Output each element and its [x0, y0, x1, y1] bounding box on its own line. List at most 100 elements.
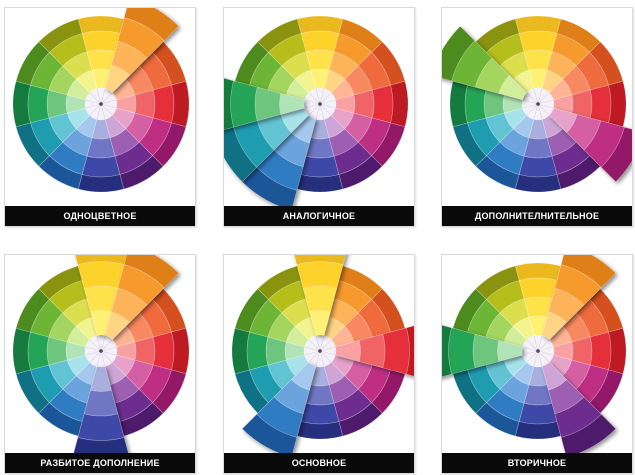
center-spoke [526, 92, 539, 105]
hue-sector-yellow-orange-highlighted [104, 8, 180, 94]
center-spoke [319, 350, 332, 363]
wheel-segment [499, 298, 530, 327]
wheel-segment [246, 331, 269, 371]
center-spoke [537, 92, 550, 105]
wheel-segment [104, 64, 131, 94]
hue-sector-blue-highlighted [241, 114, 317, 208]
wheel-pivot [318, 102, 322, 106]
wheel-segment [265, 336, 287, 366]
wheel-segment [499, 51, 530, 80]
wheel-segment [548, 107, 578, 134]
wheel-segment [514, 15, 562, 34]
wheel-segment [279, 93, 305, 115]
hue-sector-cyan [15, 354, 91, 414]
center-spoke [533, 103, 539, 120]
wheel-segment [475, 18, 520, 53]
wheel-segment [48, 33, 88, 67]
wheel-segment [390, 80, 409, 128]
center-spoke [100, 92, 113, 105]
wheel-segment [296, 15, 344, 34]
wheel-segment [171, 327, 190, 375]
wheel-segment [77, 413, 125, 441]
center-spoke [100, 103, 106, 120]
color-wheel [231, 255, 414, 455]
wheel-segment [448, 327, 476, 375]
scheme-label: ВТОРИЧНОЕ [442, 453, 632, 473]
scheme-label: РАЗБИТОЕ ДОПОЛНЕНИЕ [5, 453, 195, 473]
wheel-segment [335, 340, 361, 362]
hue-sector-green [12, 80, 86, 128]
hue-sector-blue-violet [514, 119, 562, 193]
wheel-segment [77, 15, 125, 34]
hue-sector-green [12, 327, 86, 375]
center-spoke [308, 350, 321, 363]
center-spoke [89, 350, 102, 363]
wheel-segment [119, 402, 164, 437]
hue-sector-magenta-highlighted [548, 107, 632, 183]
wheel-segment [518, 30, 558, 53]
hue-sector-red-highlighted [335, 325, 414, 377]
hue-sector-red [335, 80, 409, 128]
wheel-segment [290, 361, 317, 391]
center-spoke [319, 103, 332, 116]
center-spoke [100, 335, 106, 352]
hue-sector-green-highlighted [224, 77, 305, 131]
center-spoke [537, 350, 543, 367]
center-spoke [308, 92, 321, 105]
wheel-segment [608, 327, 627, 375]
hue-sector-chartreuse [475, 265, 535, 341]
wheel-segment [452, 369, 487, 414]
wheel-segment [551, 33, 591, 67]
hue-sector-yellow-orange [541, 18, 601, 94]
wheel-segment [171, 80, 190, 128]
hue-sector-orange [111, 288, 187, 348]
wheel-segment [406, 325, 414, 377]
hue-sector-yellow-green [234, 41, 310, 101]
center-spoke [319, 92, 332, 105]
wheel-segment [518, 155, 558, 178]
center-spoke [89, 339, 102, 352]
center-spoke [100, 103, 113, 116]
wheel-segment [499, 128, 530, 157]
wheel-segment [358, 333, 386, 369]
scheme-label: АНАЛОГИЧНОЕ [224, 206, 414, 226]
center-spoke [100, 99, 117, 105]
wheel-segment [442, 25, 476, 82]
center-spoke [85, 350, 102, 356]
center-spoke [537, 99, 554, 105]
color-scheme-card: ОСНОВНОЕ [223, 254, 415, 474]
wheel-segment [560, 413, 617, 455]
wheel-segment [300, 155, 340, 178]
wheel-segment [74, 255, 128, 265]
wheel-segment [296, 174, 344, 193]
hue-sector-blue-highlighted [241, 361, 317, 455]
hue-sector-yellow-green [234, 288, 310, 348]
wheel-segment [485, 280, 525, 314]
center-spoke [537, 335, 543, 352]
wheel-segment [241, 166, 298, 208]
wheel-segment [600, 126, 632, 183]
center-spoke [319, 350, 325, 367]
hue-sector-red [116, 80, 190, 128]
wheel-segment [62, 298, 93, 327]
wheel-segment [281, 51, 312, 80]
wheel-segment [300, 402, 340, 425]
wheel-highlights [241, 255, 414, 455]
center-spoke [100, 346, 117, 352]
wheel-segment [300, 30, 340, 53]
wheel-segment [72, 437, 130, 455]
wheel-segment [296, 421, 344, 440]
center-spoke [522, 103, 539, 109]
wheel-segment [333, 280, 373, 314]
center-spoke [319, 335, 325, 352]
color-scheme-card: АНАЛОГИЧНОЕ [223, 7, 415, 227]
wheel-pivot [536, 349, 540, 353]
wheel-segment [293, 255, 347, 265]
scheme-label: ОСНОВНОЕ [224, 453, 414, 473]
color-wheel [442, 15, 632, 193]
wheel-segment [257, 18, 302, 53]
wheel-base [234, 15, 409, 193]
center-spoke [315, 350, 321, 367]
hue-sector-blue-violet-highlighted [72, 366, 130, 455]
wheel-pivot [536, 102, 540, 106]
